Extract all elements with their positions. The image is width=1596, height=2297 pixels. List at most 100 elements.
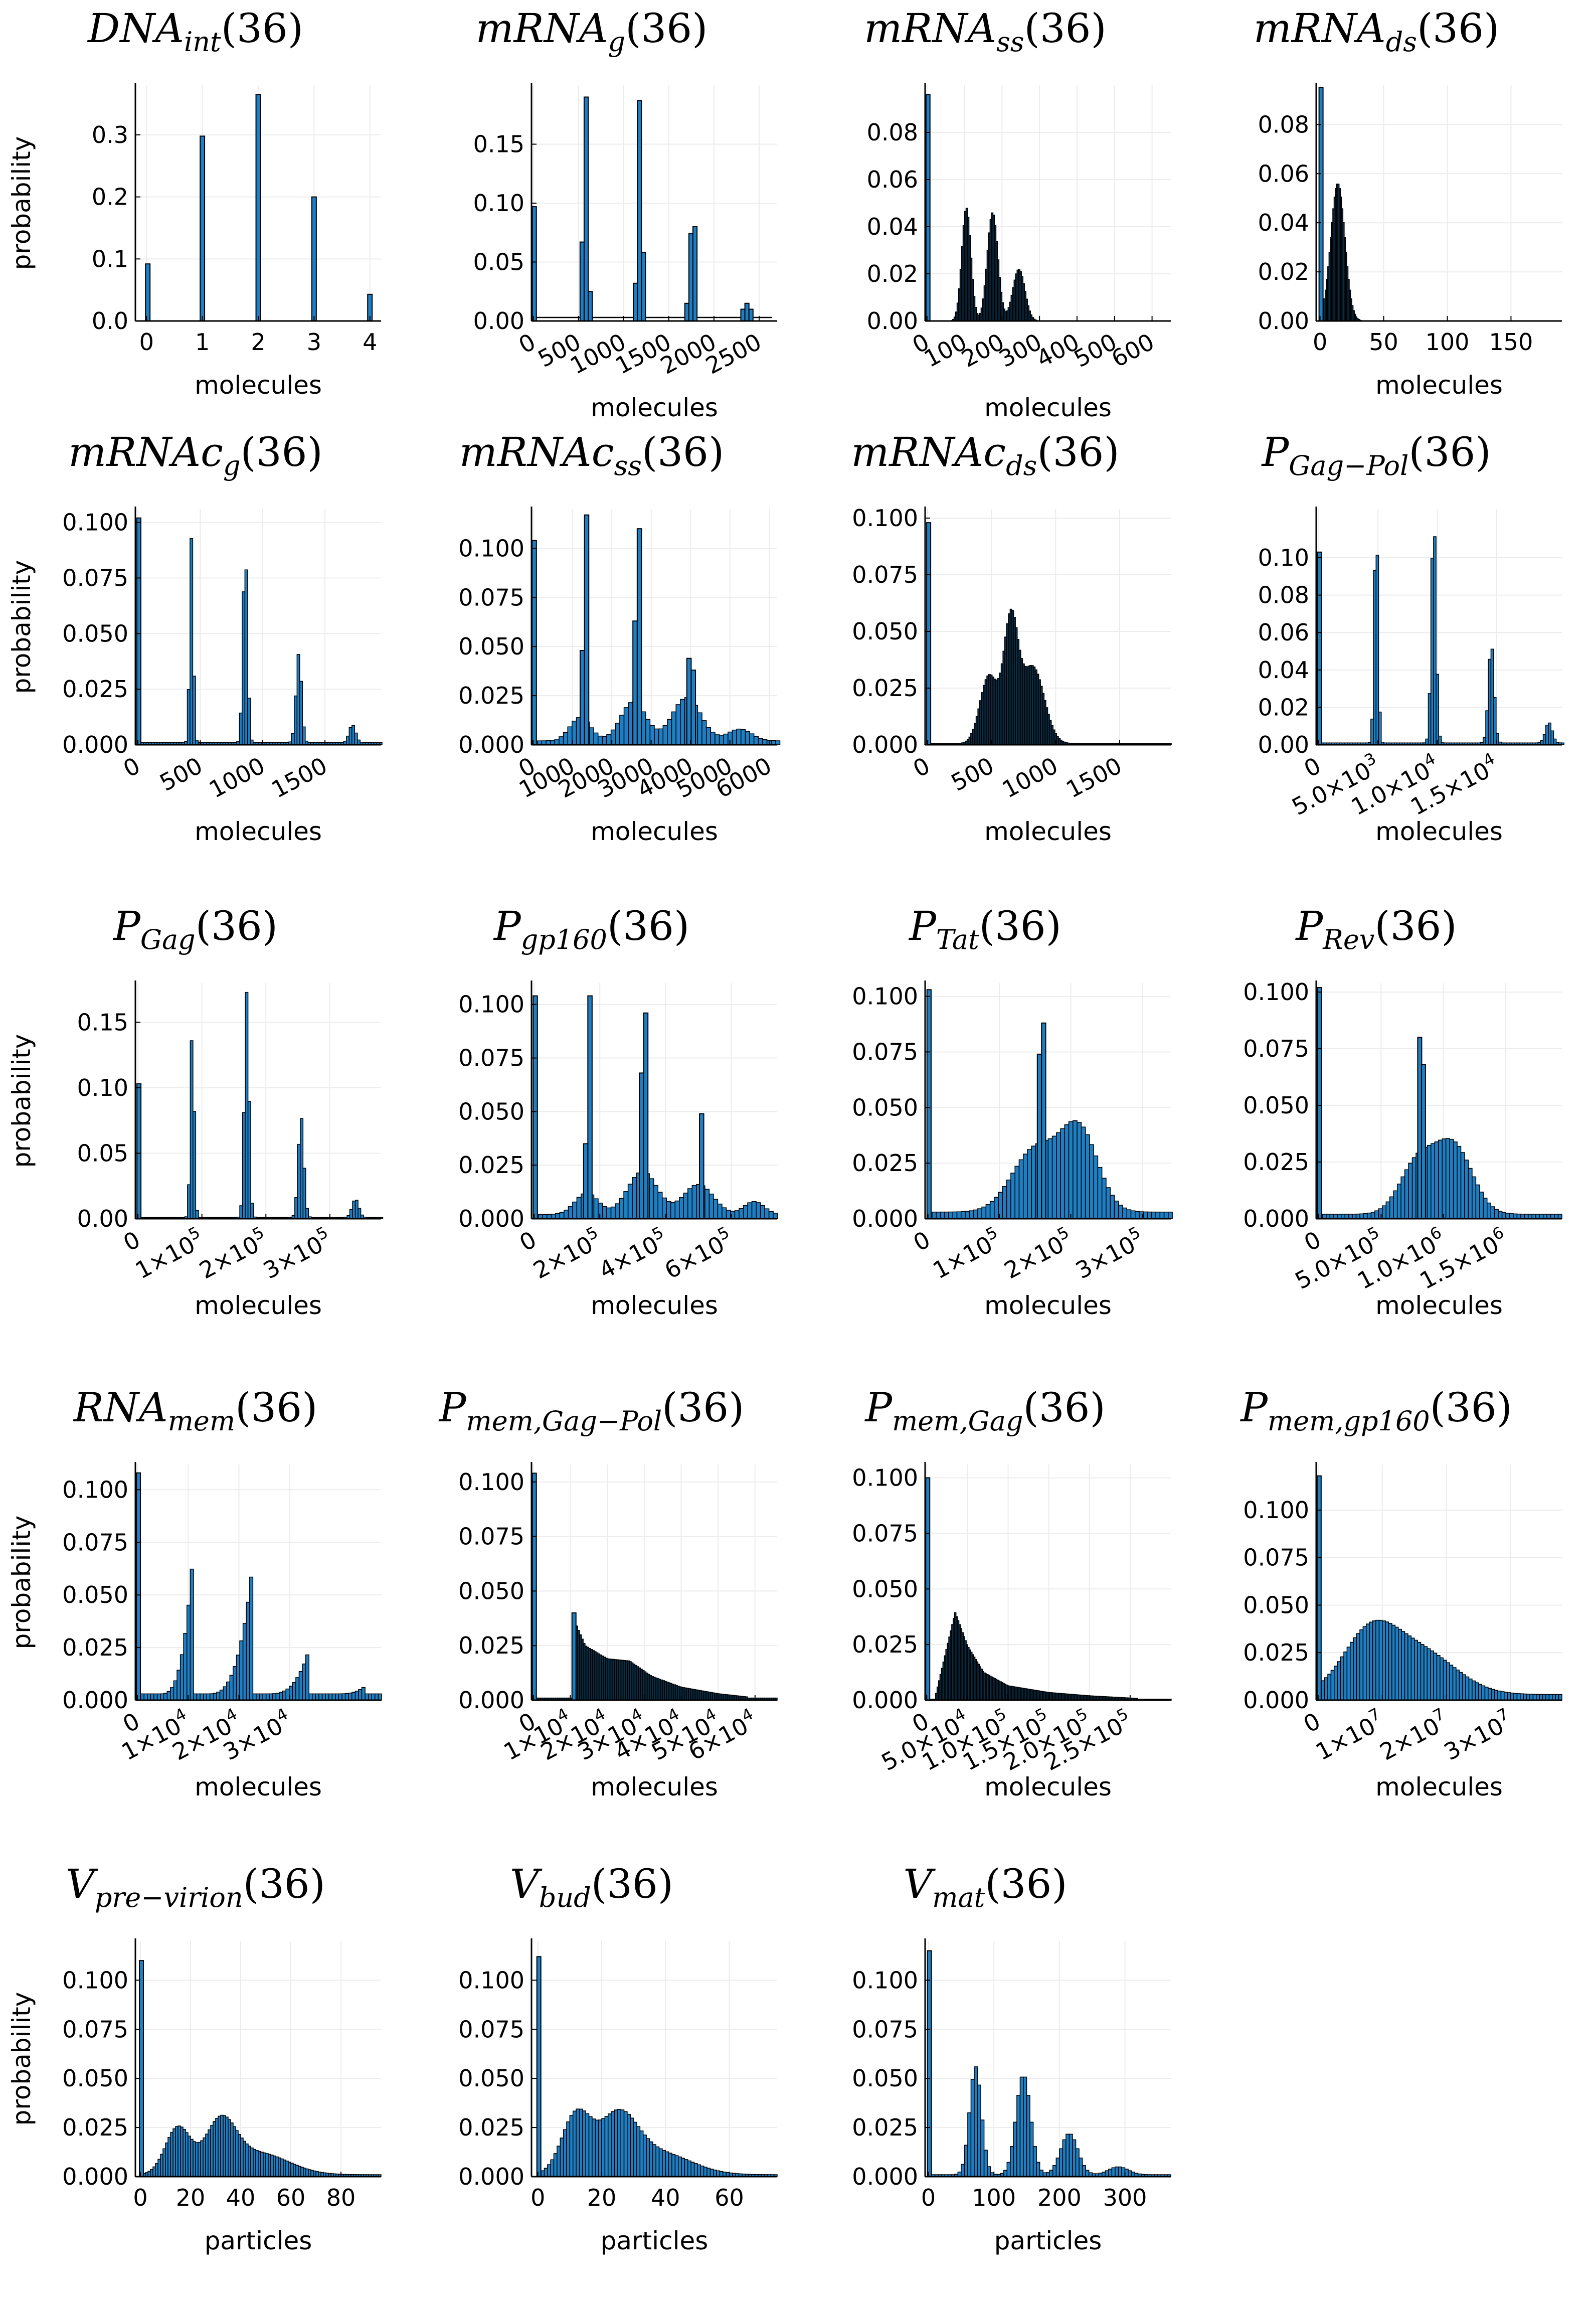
histogram-bar — [1408, 1636, 1411, 1700]
histogram-bar — [1461, 1153, 1465, 1219]
x-tick-label: 60 — [276, 2184, 306, 2211]
x-axis-label: molecules — [984, 817, 1112, 846]
histogram-bar — [1337, 1662, 1340, 1700]
x-tick-label: 2×107 — [1374, 1704, 1453, 1766]
histogram-bar — [969, 1211, 973, 1219]
histogram-bar — [709, 1194, 714, 1219]
histogram-bar — [1486, 711, 1488, 745]
histogram-bar — [196, 1210, 198, 1219]
histogram-bar — [157, 1694, 161, 1700]
histogram-bar — [1466, 1677, 1469, 1700]
x-tick-mantissa: 200 — [1037, 2184, 1082, 2211]
x-tick-mantissa: 100 — [972, 2184, 1016, 2211]
x-tick-label: 60 — [715, 2184, 744, 2211]
histogram-bar — [1491, 649, 1493, 745]
histogram-bar — [739, 1209, 744, 1219]
histogram-bar — [243, 1112, 245, 1219]
histogram-bar — [986, 1205, 990, 1219]
histogram-bar — [732, 730, 737, 745]
histogram-bar — [242, 592, 245, 745]
x-tick-mantissa: 6×10 — [660, 1231, 729, 1284]
histogram-bar — [624, 1192, 628, 1219]
y-tick-label: 0.050 — [1243, 1591, 1309, 1618]
histogram-bar — [1083, 2166, 1086, 2177]
y-tick-label: 0.100 — [458, 1468, 524, 1496]
histogram-bar — [329, 1694, 332, 1700]
histogram-bar — [1030, 2122, 1033, 2177]
histogram-bar — [1555, 1695, 1558, 1700]
x-tick-label: 600 — [1107, 328, 1159, 373]
histogram-bar — [302, 1664, 306, 1700]
histogram-bar — [602, 737, 607, 745]
histogram-bar — [291, 733, 294, 745]
y-tick-label: 0.100 — [1243, 978, 1309, 1006]
x-tick-mantissa: 0 — [1300, 1226, 1325, 1256]
x-tick-mantissa: 0 — [133, 2184, 147, 2211]
x-tick-mantissa: 20 — [176, 2184, 206, 2211]
histogram-spike — [137, 1084, 141, 1219]
y-tick-label: 0.025 — [852, 2114, 918, 2141]
y-tick-label: 0.100 — [852, 983, 918, 1010]
histogram-bar — [200, 1694, 204, 1700]
x-tick-label: 3 — [307, 329, 321, 356]
y-tick-label: 0.08 — [1258, 111, 1309, 138]
y-tick-label: 0.025 — [458, 682, 524, 709]
y-tick-label: 0.025 — [458, 1632, 524, 1659]
histogram-spike — [689, 234, 693, 321]
histogram-bar — [700, 2166, 703, 2177]
histogram-bar — [248, 698, 250, 745]
histogram-bar — [679, 1198, 684, 1219]
x-tick-mantissa: 2×10 — [1000, 1231, 1069, 1284]
y-tick-label: 0.000 — [1243, 1687, 1309, 1714]
histogram-bar — [325, 1694, 329, 1700]
histogram-bar — [1506, 1213, 1509, 1219]
histogram-bar — [1514, 1693, 1517, 1700]
x-tick-mantissa: 1×10 — [131, 1231, 200, 1284]
histogram-bar — [637, 2126, 640, 2177]
histogram-bar — [1011, 1173, 1015, 1219]
histogram-bar — [350, 1210, 352, 1219]
histogram-bar — [286, 1689, 289, 1700]
x-tick-label: 1×105 — [129, 1223, 209, 1284]
x-tick-label: 40 — [651, 2184, 680, 2211]
histogram-bar — [1446, 1138, 1450, 1219]
histogram-bar — [243, 1623, 247, 1700]
histogram-bar — [177, 1670, 181, 1700]
histogram-bar — [1164, 1212, 1168, 1219]
y-tick-label: 0.10 — [1258, 544, 1309, 571]
x-tick-label: 0 — [1313, 329, 1327, 356]
y-tick-label: 0.000 — [62, 1687, 128, 1714]
histogram-bar — [618, 2109, 621, 2177]
histogram-bar — [1447, 1663, 1450, 1700]
y-tick-label: 0.000 — [852, 1687, 918, 1714]
histogram-bar — [654, 729, 659, 745]
histogram-bar — [173, 1681, 177, 1700]
histogram-bar — [245, 570, 247, 745]
histogram-spike — [687, 659, 691, 745]
histogram-bar — [744, 1206, 748, 1219]
y-tick-label: 0.025 — [458, 2114, 524, 2141]
histogram-bar — [160, 1694, 164, 1700]
x-axis-label: particles — [994, 2226, 1102, 2255]
histogram-bar — [1495, 1690, 1498, 1700]
histogram-bar — [1536, 1694, 1539, 1700]
histogram-spike — [1319, 88, 1323, 321]
histogram-bar — [586, 2114, 589, 2177]
histogram-bar — [1424, 1647, 1427, 1700]
histogram-bar — [945, 1212, 949, 1219]
x-tick-label: 1000 — [998, 752, 1062, 803]
y-axis-label: probability — [7, 1992, 36, 2126]
histogram-bar — [1105, 2171, 1109, 2177]
histogram-bar — [1405, 1170, 1408, 1219]
histogram-bar — [1543, 1694, 1546, 1700]
x-tick-mantissa: 0 — [1313, 329, 1327, 356]
histogram-bar — [630, 2118, 633, 2177]
histogram-bar — [605, 2116, 608, 2177]
histogram-bar — [1457, 1146, 1461, 1219]
histogram-bar — [756, 1203, 761, 1219]
histogram-bar — [144, 1694, 147, 1700]
histogram-bar — [620, 1198, 624, 1219]
histogram-spike — [312, 197, 316, 321]
